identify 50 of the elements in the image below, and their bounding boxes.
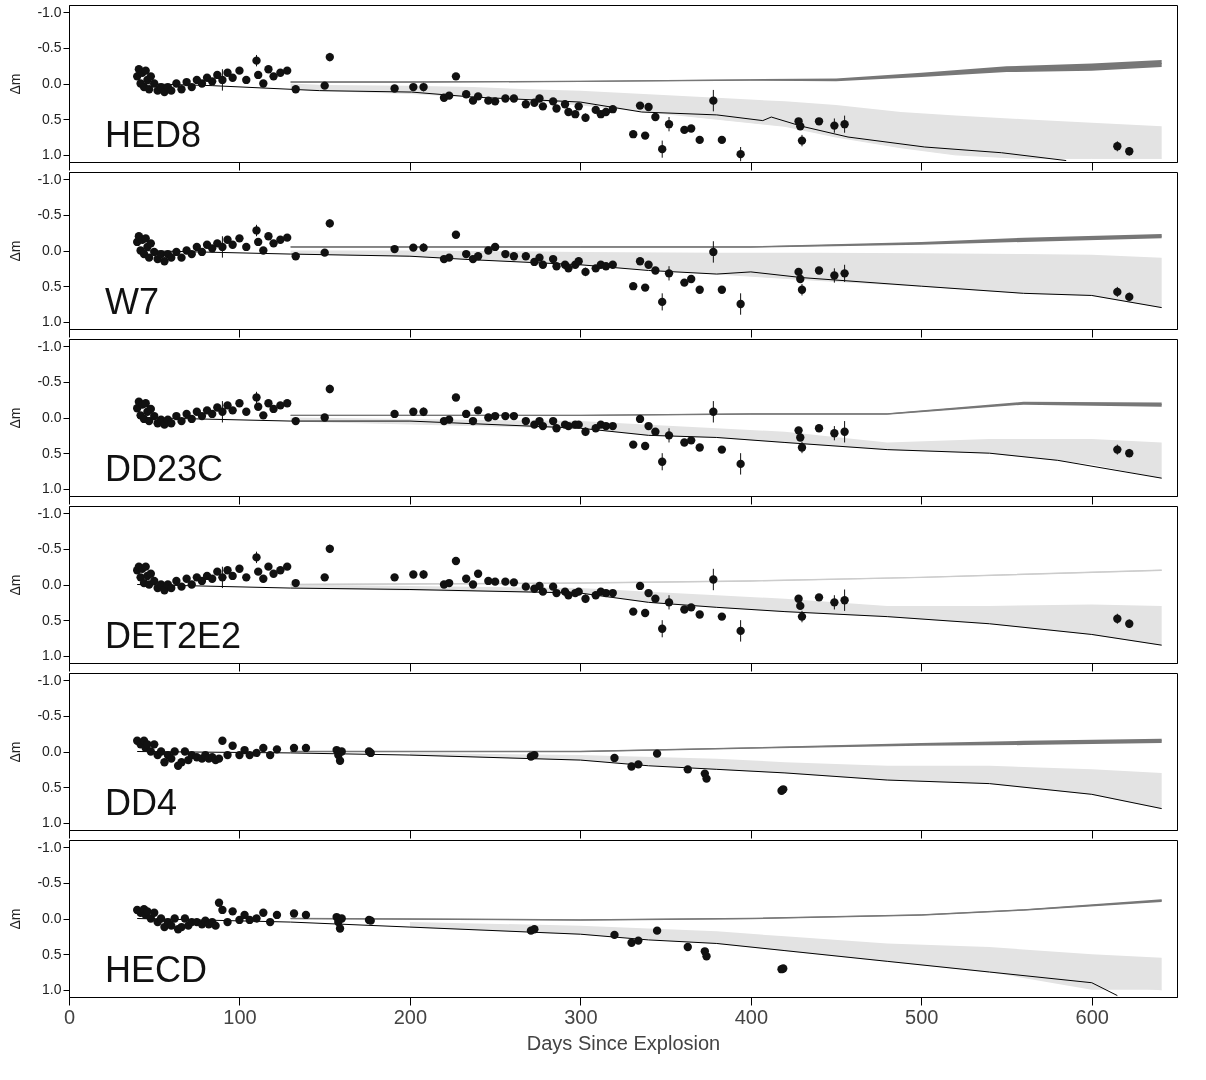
y-tick-label: 1.0: [42, 647, 62, 664]
y-axis-title: Δm: [7, 240, 24, 262]
y-tick-label: 0.0: [42, 743, 62, 759]
y-axis-title: Δm: [7, 407, 24, 429]
x-tick-label: 300: [564, 1005, 598, 1028]
x-tick-label: 500: [905, 1005, 939, 1028]
y-axis-title: Δm: [7, 908, 24, 930]
y-tick-label: -0.5: [37, 206, 62, 223]
annotation: HED8: [105, 114, 202, 155]
y-tick-label: 1.0: [42, 480, 62, 497]
y-tick-label: 0.0: [42, 75, 62, 91]
x-tick-label: 0: [63, 1005, 76, 1028]
y-tick-label: -1.0: [37, 170, 62, 187]
y-tick-label: -0.5: [37, 373, 62, 390]
y-axis-title: Δm: [7, 73, 24, 95]
annotation: W7: [105, 281, 159, 322]
y-tick-label: 0.0: [42, 576, 62, 592]
y-tick-label: -1.0: [37, 3, 62, 20]
y-tick-label: -0.5: [37, 540, 62, 557]
y-tick-label: 0.5: [42, 611, 62, 628]
y-tick-label: -1.0: [37, 671, 62, 688]
x-tick-label: 200: [393, 1005, 428, 1028]
annotation: DD4: [105, 782, 178, 823]
y-tick-label: 0.5: [42, 945, 62, 962]
y-tick-label: -0.5: [37, 39, 62, 56]
y-axis-title: Δm: [7, 741, 24, 763]
y-tick-label: -1.0: [37, 504, 62, 521]
y-tick-label: 1.0: [42, 146, 62, 163]
y-tick-label: -1.0: [37, 838, 62, 855]
y-tick-label: 0.5: [42, 444, 62, 461]
y-tick-label: -0.5: [37, 874, 62, 891]
y-tick-label: 0.5: [42, 277, 62, 294]
annotation: DET2E2: [105, 615, 242, 656]
y-tick-label: -1.0: [37, 337, 62, 354]
x-tick-label: 100: [223, 1005, 257, 1028]
y-tick-label: 1.0: [42, 981, 62, 998]
annotation: DD23C: [105, 448, 224, 489]
x-tick-label: 600: [1075, 1005, 1109, 1028]
y-tick-label: 0.0: [42, 910, 62, 926]
y-axis-title: Δm: [7, 574, 24, 596]
y-tick-label: 0.5: [42, 778, 62, 795]
y-tick-label: 0.0: [42, 242, 62, 258]
y-tick-label: 1.0: [42, 814, 62, 831]
annotation: HECD: [105, 949, 208, 990]
x-axis-title: Days Since Explosion: [526, 1031, 721, 1054]
y-tick-label: 0.0: [42, 409, 62, 425]
y-tick-label: 0.5: [42, 110, 62, 127]
x-tick-label: 400: [734, 1005, 769, 1028]
y-tick-label: -0.5: [37, 707, 62, 724]
y-tick-label: 1.0: [42, 313, 62, 330]
